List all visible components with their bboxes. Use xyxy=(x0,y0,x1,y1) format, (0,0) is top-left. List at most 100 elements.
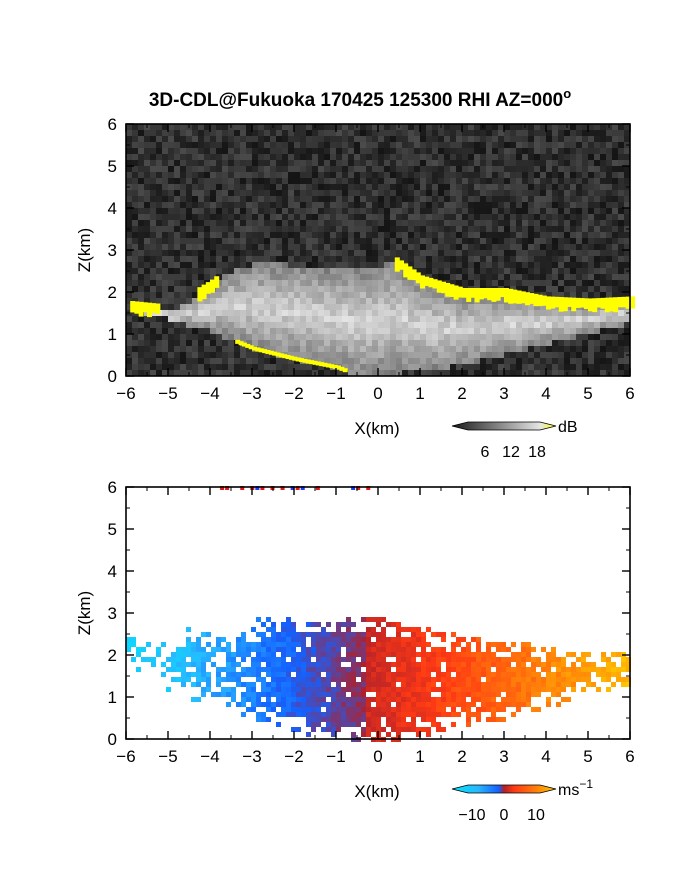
velocity-cell xyxy=(281,687,286,692)
reflectivity-cell xyxy=(498,220,504,226)
reflectivity-cell xyxy=(186,250,192,256)
velocity-cell xyxy=(296,687,301,692)
reflectivity-cell xyxy=(306,364,312,370)
reflectivity-cell xyxy=(378,304,384,310)
reflectivity-cell xyxy=(138,364,144,370)
reflectivity-cell xyxy=(558,184,564,190)
reflectivity-cell xyxy=(588,310,594,316)
reflectivity-cell xyxy=(582,214,588,220)
reflectivity-cell xyxy=(216,142,222,148)
reflectivity-cell xyxy=(198,178,204,184)
velocity-cell xyxy=(346,687,351,692)
reflectivity-cell xyxy=(618,190,624,196)
reflectivity-cell xyxy=(624,286,630,292)
velocity-cell xyxy=(361,632,366,637)
reflectivity-cell xyxy=(234,142,240,148)
reflectivity-cell xyxy=(414,184,420,190)
reflectivity-cell xyxy=(606,334,612,340)
reflectivity-cell xyxy=(144,160,150,166)
reflectivity-cell xyxy=(276,136,282,142)
velocity-cell xyxy=(461,687,466,692)
reflectivity-cell xyxy=(366,340,372,346)
reflectivity-cell xyxy=(516,136,522,142)
reflectivity-cell xyxy=(420,148,426,154)
reflectivity-cell xyxy=(222,142,228,148)
reflectivity-cell xyxy=(306,310,312,316)
reflectivity-cell xyxy=(306,298,312,304)
reflectivity-cell xyxy=(426,232,432,238)
velocity-cell xyxy=(486,642,491,647)
reflectivity-cell xyxy=(618,166,624,172)
velocity-cell xyxy=(311,632,316,637)
reflectivity-cell xyxy=(132,154,138,160)
velocity-cell xyxy=(386,652,391,657)
reflectivity-cell xyxy=(216,238,222,244)
reflectivity-cell xyxy=(492,184,498,190)
reflectivity-cell xyxy=(258,256,264,262)
velocity-cell xyxy=(591,662,596,667)
reflectivity-cell xyxy=(288,310,294,316)
reflectivity-cell xyxy=(318,244,324,250)
reflectivity-cell xyxy=(372,196,378,202)
reflectivity-cell xyxy=(612,142,618,148)
reflectivity-cell xyxy=(240,364,246,370)
velocity-cell xyxy=(611,652,616,657)
reflectivity-cell xyxy=(624,274,630,280)
velocity-cell xyxy=(611,662,616,667)
reflectivity-cell xyxy=(624,328,630,334)
velocity-cell xyxy=(196,642,201,647)
velocity-cell xyxy=(206,677,211,682)
velocity-cell xyxy=(156,652,161,657)
reflectivity-cell xyxy=(606,178,612,184)
velocity-cell xyxy=(431,632,436,637)
velocity-cell xyxy=(231,652,236,657)
reflectivity-saturated-cell xyxy=(272,351,278,356)
reflectivity-cell xyxy=(378,328,384,334)
reflectivity-cell xyxy=(468,304,474,310)
reflectivity-cell xyxy=(594,286,600,292)
reflectivity-cell xyxy=(516,160,522,166)
reflectivity-cell xyxy=(606,328,612,334)
reflectivity-cell xyxy=(174,166,180,172)
reflectivity-cell xyxy=(420,130,426,136)
reflectivity-cell xyxy=(420,220,426,226)
reflectivity-cell xyxy=(426,166,432,172)
reflectivity-cell xyxy=(462,340,468,346)
reflectivity-cell xyxy=(264,238,270,244)
reflectivity-cell xyxy=(330,286,336,292)
reflectivity-cell xyxy=(126,370,132,376)
reflectivity-cell xyxy=(336,292,342,298)
reflectivity-cell xyxy=(270,136,276,142)
velocity-cell xyxy=(256,697,261,702)
velocity-cell xyxy=(446,677,451,682)
reflectivity-cell xyxy=(558,292,564,298)
reflectivity-cell xyxy=(594,208,600,214)
velocity-cell xyxy=(466,717,471,722)
reflectivity-cell xyxy=(444,364,450,370)
velocity-cell xyxy=(181,672,186,677)
reflectivity-cell xyxy=(258,154,264,160)
reflectivity-cell xyxy=(534,214,540,220)
reflectivity-cell xyxy=(348,358,354,364)
velocity-cell xyxy=(456,672,461,677)
velocity-cell xyxy=(356,717,361,722)
reflectivity-cell xyxy=(396,178,402,184)
reflectivity-cell xyxy=(432,352,438,358)
reflectivity-cell xyxy=(144,148,150,154)
velocity-cell xyxy=(481,682,486,687)
velocity-cell xyxy=(361,662,366,667)
reflectivity-cell xyxy=(150,184,156,190)
reflectivity-cell xyxy=(204,256,210,262)
reflectivity-saturated-cell xyxy=(575,297,581,308)
reflectivity-cell xyxy=(210,142,216,148)
velocity-cell xyxy=(366,682,371,687)
reflectivity-cell xyxy=(156,214,162,220)
reflectivity-cell xyxy=(168,340,174,346)
reflectivity-cell xyxy=(168,364,174,370)
velocity-cell xyxy=(411,692,416,697)
velocity-cell xyxy=(431,707,436,712)
reflectivity-cell xyxy=(360,148,366,154)
velocity-cell xyxy=(386,667,391,672)
reflectivity-cell xyxy=(294,214,300,220)
